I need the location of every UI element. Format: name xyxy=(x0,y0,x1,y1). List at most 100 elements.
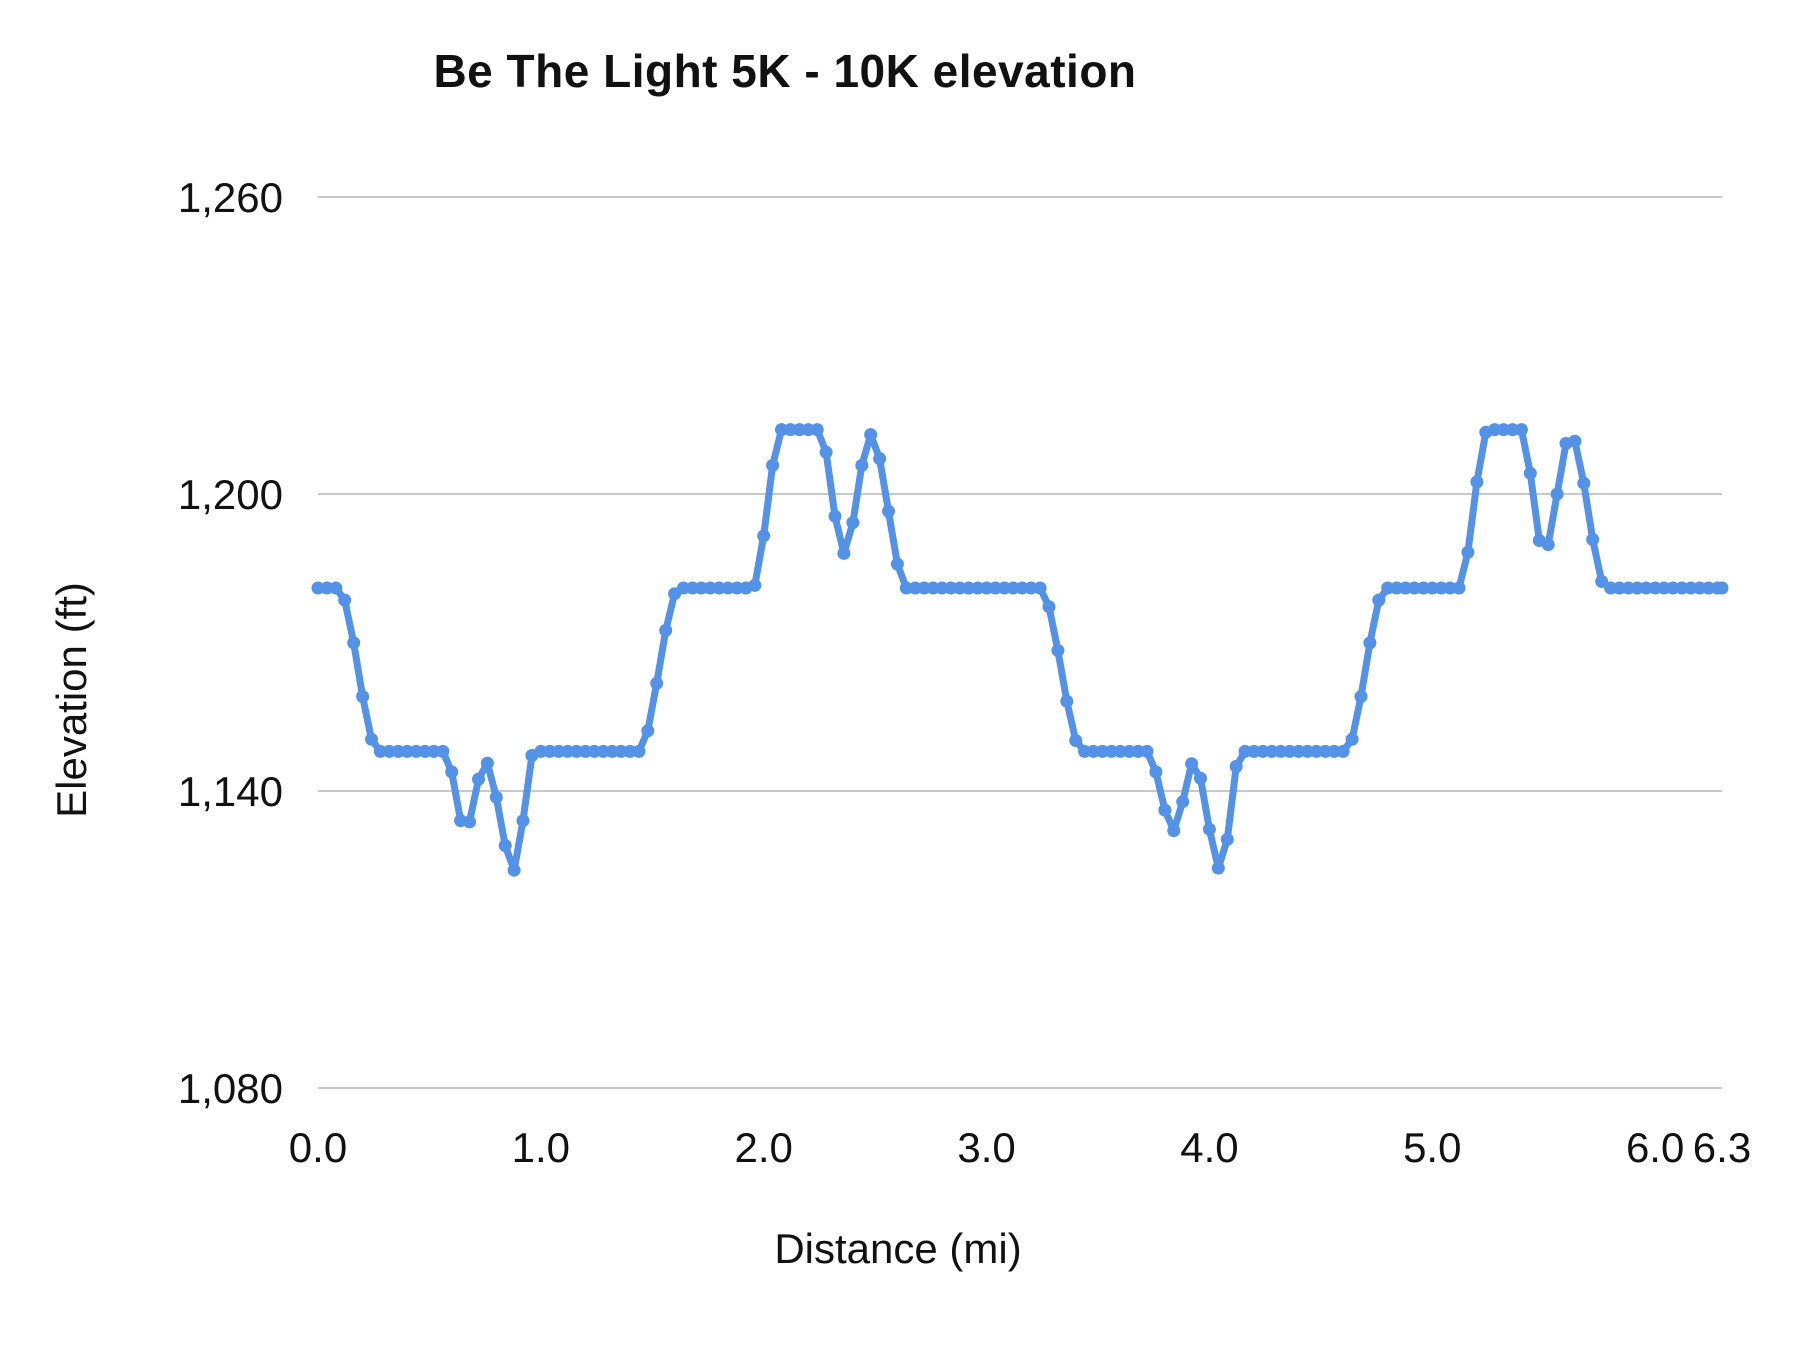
data-point xyxy=(1399,581,1412,595)
data-point xyxy=(962,581,976,595)
data-point xyxy=(1684,581,1698,595)
data-point xyxy=(1666,581,1680,595)
x-tick-label: 0.0 xyxy=(289,1124,347,1171)
data-point xyxy=(1194,771,1207,785)
data-point xyxy=(677,581,690,595)
data-point xyxy=(516,814,530,828)
data-point xyxy=(311,581,325,595)
data-point xyxy=(570,744,583,758)
data-point xyxy=(837,546,851,560)
data-point xyxy=(1185,757,1199,771)
data-point xyxy=(899,581,913,595)
data-point xyxy=(578,744,592,758)
data-point xyxy=(1715,581,1729,595)
data-point xyxy=(685,581,699,595)
data-point xyxy=(935,581,949,595)
data-point xyxy=(1381,581,1395,595)
data-point xyxy=(997,581,1011,595)
data-point xyxy=(1550,487,1564,501)
data-point xyxy=(1158,803,1172,817)
data-point xyxy=(1586,533,1600,546)
data-point xyxy=(1060,694,1074,708)
data-point xyxy=(1140,744,1154,758)
data-point xyxy=(1443,581,1457,595)
data-point xyxy=(1006,581,1020,595)
data-point xyxy=(1131,744,1145,758)
data-point xyxy=(552,744,566,758)
data-point xyxy=(1247,744,1261,758)
data-point xyxy=(1309,744,1323,758)
data-point xyxy=(1292,744,1306,758)
data-point xyxy=(1416,581,1430,595)
data-point xyxy=(757,529,771,543)
data-point xyxy=(775,423,788,437)
data-point xyxy=(1167,824,1181,838)
data-point xyxy=(721,581,735,595)
data-point xyxy=(980,581,994,595)
elevation-line xyxy=(314,426,1726,874)
data-point xyxy=(400,744,414,758)
data-point xyxy=(1274,744,1288,758)
data-point xyxy=(489,790,503,804)
data-point xyxy=(356,690,370,703)
data-point xyxy=(1069,734,1083,747)
y-tick-label: 1,080 xyxy=(178,1065,283,1112)
data-point xyxy=(1256,744,1270,758)
x-tick-label: 5.0 xyxy=(1403,1124,1461,1171)
data-point xyxy=(418,744,432,758)
data-point xyxy=(1176,795,1190,809)
data-point xyxy=(427,744,441,758)
data-point xyxy=(1363,636,1377,650)
data-point xyxy=(1078,744,1092,758)
data-point xyxy=(1087,744,1100,758)
data-point xyxy=(1220,832,1234,846)
x-tick-label: 6.3 xyxy=(1693,1124,1751,1171)
data-point xyxy=(1229,759,1243,773)
data-point xyxy=(632,744,646,758)
data-point xyxy=(641,724,655,738)
data-point xyxy=(1693,581,1707,595)
data-point xyxy=(329,581,343,595)
data-point xyxy=(1202,822,1216,836)
data-point xyxy=(1595,575,1609,588)
data-point xyxy=(587,744,601,758)
data-point xyxy=(989,581,1002,595)
data-point xyxy=(944,581,958,595)
data-point xyxy=(1104,744,1118,758)
data-point xyxy=(1390,581,1404,595)
data-point xyxy=(784,423,797,437)
y-tick-label: 1,200 xyxy=(178,471,283,518)
data-point xyxy=(1113,744,1127,758)
data-point xyxy=(1702,581,1716,595)
data-point xyxy=(1434,581,1448,595)
chart-title: Be The Light 5K - 10K elevation xyxy=(433,45,1137,97)
data-point xyxy=(507,863,521,877)
data-point xyxy=(917,581,931,595)
data-point xyxy=(810,423,824,437)
x-axis-title: Distance (mi) xyxy=(774,1225,1022,1272)
x-tick-label: 6.0 xyxy=(1626,1124,1684,1171)
data-point xyxy=(1648,581,1662,595)
data-point xyxy=(1675,581,1689,595)
data-point xyxy=(1033,581,1047,595)
data-point xyxy=(1336,744,1350,758)
data-point xyxy=(801,423,815,437)
data-point xyxy=(498,839,512,853)
data-point xyxy=(1042,600,1056,614)
data-point xyxy=(1470,475,1484,489)
data-point xyxy=(382,744,396,758)
data-point xyxy=(1452,581,1466,595)
data-point xyxy=(596,744,610,758)
data-point xyxy=(463,815,476,829)
data-point xyxy=(1488,423,1502,437)
data-point xyxy=(1523,466,1537,480)
data-point xyxy=(543,744,557,758)
data-point xyxy=(694,581,708,595)
data-point xyxy=(712,581,726,595)
data-point xyxy=(472,772,485,786)
data-point xyxy=(828,509,842,523)
data-point xyxy=(1096,744,1109,758)
data-point xyxy=(1425,581,1439,595)
data-point xyxy=(873,452,887,466)
